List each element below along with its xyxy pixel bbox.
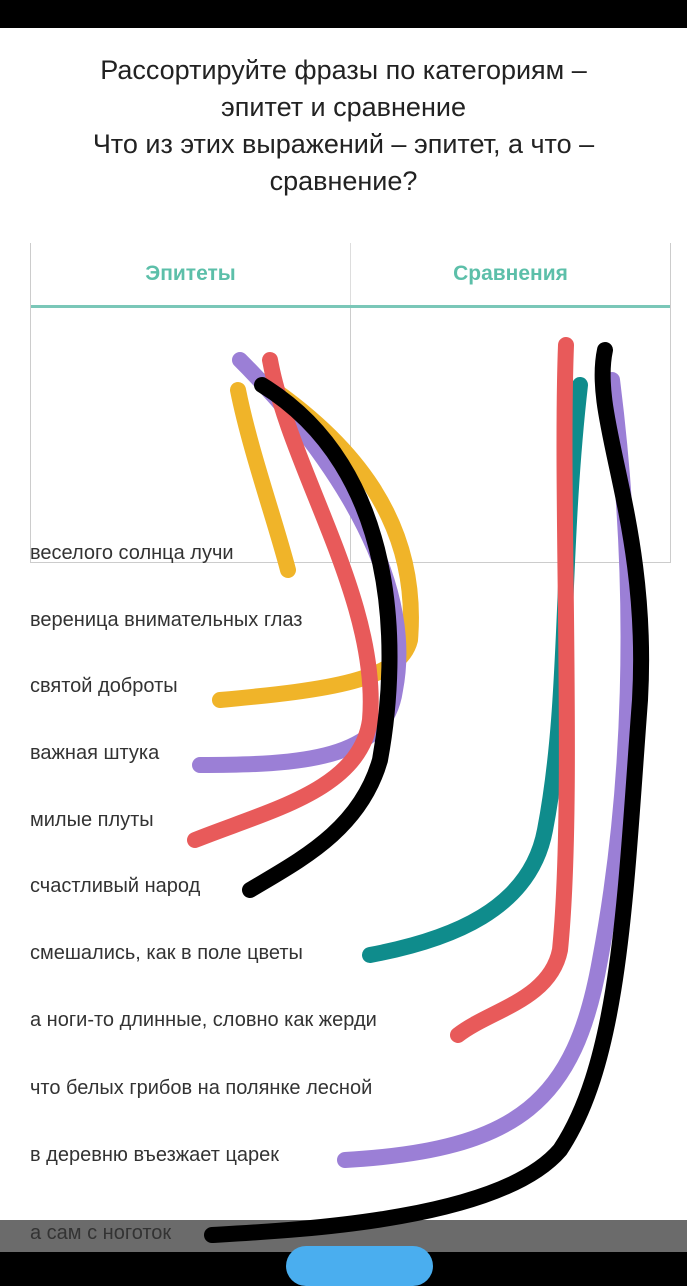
phrase-card[interactable]: святой доброты: [30, 675, 178, 697]
phrase-card[interactable]: веселого солнца лучи: [30, 542, 234, 564]
column-comparisons: Сравнения: [453, 262, 568, 285]
phrase-card[interactable]: что белых грибов на полянке лесной: [30, 1077, 373, 1099]
title-line: Что из этих выражений – эпитет, а что –: [92, 129, 595, 159]
phrase-card[interactable]: а сам с ноготок: [30, 1222, 172, 1244]
title-line: эпитет и сравнение: [221, 92, 466, 122]
title-line: сравнение?: [269, 166, 418, 196]
column-divider: [350, 308, 351, 563]
black-stroke: [242, 377, 398, 898]
sorting-table: Эпитеты Сравнения: [30, 243, 671, 563]
phrase-card[interactable]: милые плуты: [30, 809, 154, 831]
yellow-stroke: [230, 382, 296, 578]
title-line: Рассортируйте фразы по категориям –: [100, 55, 587, 85]
phrase-card[interactable]: в деревню въезжает царек: [30, 1144, 280, 1166]
task-title: Рассортируйте фразы по категориям – эпит…: [20, 52, 667, 200]
phrase-card[interactable]: вереница внимательных глаз: [30, 609, 303, 631]
phrase-card[interactable]: смешались, как в поле цветы: [30, 942, 303, 964]
phrase-card[interactable]: а ноги-то длинные, словно как жерди: [30, 1009, 377, 1031]
red-stroke: [450, 337, 575, 1043]
red-stroke: [187, 352, 379, 848]
table-header: Эпитеты Сравнения: [31, 243, 670, 308]
column-epithets: Эпитеты: [31, 243, 351, 305]
black-stroke: [204, 342, 650, 1243]
phrase-card[interactable]: важная штука: [30, 742, 160, 764]
purple-stroke: [192, 352, 407, 773]
phrase-card[interactable]: счастливый народ: [30, 875, 201, 897]
